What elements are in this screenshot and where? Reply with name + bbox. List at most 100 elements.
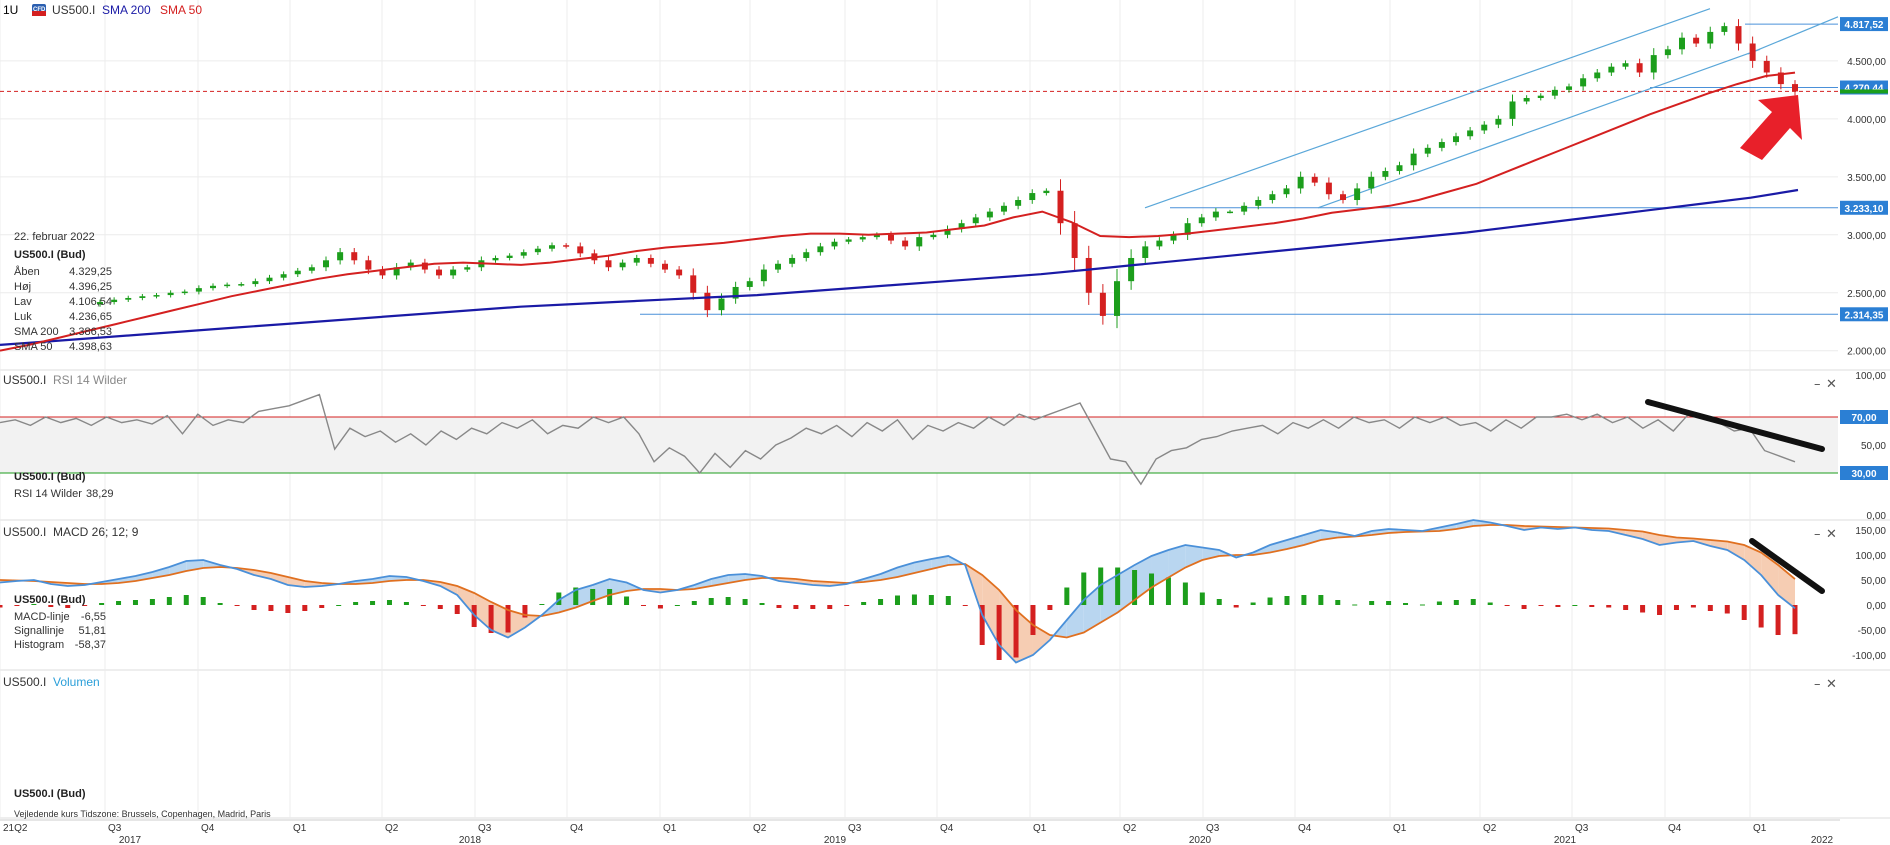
quarter-label: Q2: [753, 823, 767, 834]
macd-fill: [1727, 541, 1745, 560]
macd-histogram-bar: [522, 605, 528, 618]
volume-indicator-label[interactable]: Volumen: [53, 675, 100, 689]
candle-body: [972, 217, 979, 224]
candle-body: [323, 260, 329, 268]
macd-symbol: US500.I: [3, 525, 46, 539]
sma50-line: [0, 71, 1796, 352]
macd-histogram-bar: [1335, 600, 1341, 605]
rsi-close-icon[interactable]: ✕: [1826, 377, 1837, 392]
macd-histogram-bar: [1013, 605, 1019, 658]
info-row-value: 3.386,53: [69, 326, 112, 338]
candle-body: [492, 257, 499, 261]
candle-body: [760, 269, 767, 282]
quarter-label: Q2: [1483, 823, 1497, 834]
price-panel[interactable]: [0, 8, 1839, 352]
candle-body: [1325, 182, 1332, 195]
candle-body: [1396, 165, 1403, 172]
macd-histogram-bar: [776, 605, 782, 608]
macd-histogram-bar: [1081, 572, 1087, 605]
candle-body: [1679, 37, 1685, 50]
macd-histogram-bar: [1267, 597, 1273, 605]
macd-histogram-bar: [1301, 595, 1307, 605]
quarter-label: Q1: [663, 823, 677, 834]
macd-info-value: -6,55: [81, 611, 106, 623]
info-row-label: Åben: [14, 265, 40, 278]
rsi-indicator-label[interactable]: RSI 14 Wilder: [53, 373, 127, 387]
macd-minimize-icon[interactable]: –: [1814, 527, 1821, 542]
macd-histogram-bar: [1250, 602, 1256, 605]
macd-histogram-bar: [640, 605, 646, 606]
candle-body: [1114, 281, 1120, 316]
candle-body: [916, 237, 923, 247]
candle-body: [944, 228, 951, 235]
macd-histogram-bar: [31, 604, 37, 605]
candle-body: [930, 234, 937, 238]
timeframe-label[interactable]: 1U: [3, 3, 18, 17]
macd-fill: [457, 586, 475, 615]
candle-body: [563, 245, 570, 247]
macd-fill: [491, 602, 509, 638]
channel-lower: [1317, 48, 1761, 209]
candle-body: [1453, 136, 1459, 143]
macd-histogram-bar: [1369, 601, 1375, 605]
volume-minimize-icon[interactable]: –: [1814, 677, 1821, 692]
time-axis[interactable]: 21Q2 Q3 Q4 Q1 Q2 Q3 Q4 Q1 Q2 Q3 Q4 Q1 Q2 Q3 Q4 Q1 Q2 Q3 Q4…: [0, 819, 1840, 845]
candle-body: [1057, 190, 1064, 224]
quarter-label: 21Q2: [3, 823, 28, 834]
candle-body: [1311, 176, 1318, 183]
macd-tick-label: -100,00: [1852, 651, 1886, 662]
candle-body: [224, 284, 231, 287]
macd-histogram-bar: [624, 596, 630, 605]
macd-histogram-bar: [319, 605, 325, 608]
macd-indicator-label[interactable]: MACD 26; 12; 9: [53, 525, 139, 539]
rsi-level-marker: [1840, 466, 1888, 480]
macd-panel[interactable]: 150,00 100,00 50,00 0,00 -50,00 -100,00: [0, 519, 1886, 664]
macd-histogram-bar: [166, 597, 172, 605]
macd-close-icon[interactable]: ✕: [1826, 527, 1837, 542]
volume-close-icon[interactable]: ✕: [1826, 677, 1837, 692]
candle-body: [605, 260, 612, 268]
macd-histogram-bar: [200, 597, 206, 605]
annotations: [1645, 95, 1825, 594]
macd-histogram-bar: [1284, 596, 1290, 605]
macd-histogram-bar: [1521, 605, 1527, 609]
candle-body: [1622, 63, 1629, 67]
candle-body: [337, 252, 344, 261]
quarter-label: Q4: [940, 823, 954, 834]
candle-body: [393, 267, 400, 276]
macd-histogram-bar: [1487, 602, 1493, 605]
macd-histogram-bar: [674, 605, 680, 606]
macd-histogram-bar: [1132, 570, 1138, 605]
svg-text:CFD: CFD: [33, 7, 46, 13]
year-label: 2019: [824, 835, 847, 845]
candle-body: [1382, 171, 1389, 177]
candle-body: [1438, 142, 1445, 148]
macd-histogram-bar: [1555, 605, 1561, 607]
candle-body: [1537, 95, 1544, 98]
candle-body: [1283, 188, 1290, 195]
candle-body: [407, 262, 414, 268]
candle-body: [181, 291, 188, 294]
macd-fill: [1710, 540, 1728, 550]
channel-upper: [1144, 8, 1711, 209]
macd-histogram-bar: [1589, 605, 1595, 607]
candle-body: [111, 299, 118, 303]
candle-body: [1241, 205, 1248, 212]
legend-sma50[interactable]: SMA 50: [160, 3, 202, 17]
macd-info-label: Signallinje: [14, 625, 64, 637]
rsi-minimize-icon[interactable]: –: [1814, 377, 1821, 392]
info-row-value: 4.236,65: [69, 311, 112, 323]
macd-histogram-bar: [590, 589, 596, 605]
macd-histogram-bar: [1182, 582, 1188, 605]
rsi-line: [0, 393, 1796, 486]
candle-body: [1707, 31, 1714, 44]
macd-histogram-bar: [1707, 605, 1713, 611]
info-date: 22. februar 2022: [14, 231, 95, 243]
info-row-value: 4.396,25: [69, 281, 112, 293]
macd-histogram-bar: [844, 605, 850, 606]
macd-histogram-bar: [1386, 601, 1392, 605]
macd-histogram-bar: [488, 605, 494, 633]
rsi-panel[interactable]: 100,00 50,00 0,00 70,00 30,00: [0, 371, 1888, 522]
legend-sma200[interactable]: SMA 200: [102, 3, 151, 17]
